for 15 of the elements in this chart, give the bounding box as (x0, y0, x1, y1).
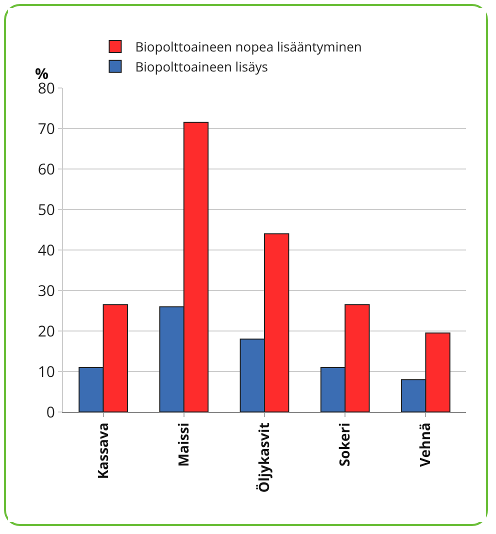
legend-label: Biopolttoaineen lisäys (135, 57, 268, 76)
y-tick-label: 70 (38, 118, 55, 139)
y-tick-label: 0 (46, 402, 55, 422)
x-tick-label: Vehnä (416, 422, 436, 467)
x-tick-label: Maissi (174, 422, 194, 467)
y-tick-label: 30 (38, 280, 55, 301)
y-tick-label: 50 (38, 200, 55, 220)
x-tick-label: Sokeri (336, 422, 355, 467)
y-tick-label: 60 (38, 159, 55, 180)
y-tick-label: 20 (38, 321, 55, 342)
x-tick-label: Kassava (94, 422, 113, 480)
x-tick-label: Öljykasvit (255, 422, 274, 493)
y-tick-label: 40 (38, 240, 55, 260)
legend-label: Biopolttoaineen nopea lisääntyminen (135, 38, 362, 56)
y-tick-label: 10 (38, 362, 55, 382)
